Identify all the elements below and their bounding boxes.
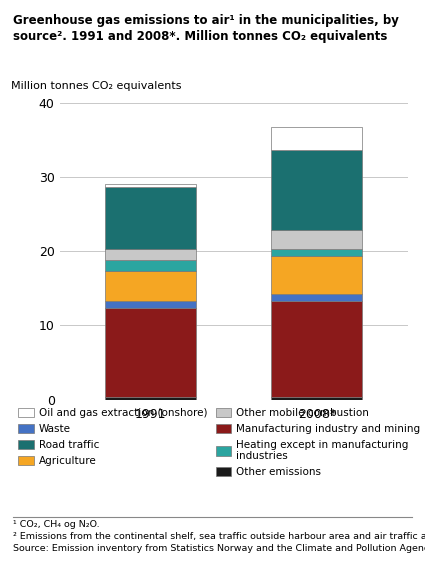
Legend: Oil and gas extraction (onshore), Waste, Road traffic, Agriculture, Other mobile: Oil and gas extraction (onshore), Waste,… bbox=[18, 408, 421, 477]
Bar bbox=[271, 293, 363, 301]
Bar bbox=[271, 150, 363, 231]
Bar bbox=[271, 301, 363, 397]
Bar bbox=[271, 249, 363, 256]
Bar bbox=[271, 256, 363, 293]
Bar bbox=[105, 249, 196, 260]
Bar bbox=[105, 301, 196, 308]
Bar bbox=[105, 308, 196, 397]
Bar bbox=[271, 127, 363, 150]
Text: ¹ CO₂, CH₄ og N₂O.
² Emissions from the continental shelf, sea traffic outside h: ¹ CO₂, CH₄ og N₂O. ² Emissions from the … bbox=[13, 520, 425, 553]
Bar bbox=[105, 187, 196, 249]
Text: Greenhouse gas emissions to air¹ in the municipalities, by
source². 1991 and 200: Greenhouse gas emissions to air¹ in the … bbox=[13, 14, 399, 43]
Bar bbox=[271, 397, 363, 400]
Bar bbox=[105, 271, 196, 301]
Bar bbox=[271, 231, 363, 249]
Bar bbox=[105, 184, 196, 187]
Bar bbox=[105, 397, 196, 400]
Text: Million tonnes CO₂ equivalents: Million tonnes CO₂ equivalents bbox=[11, 81, 181, 91]
Bar bbox=[105, 260, 196, 271]
